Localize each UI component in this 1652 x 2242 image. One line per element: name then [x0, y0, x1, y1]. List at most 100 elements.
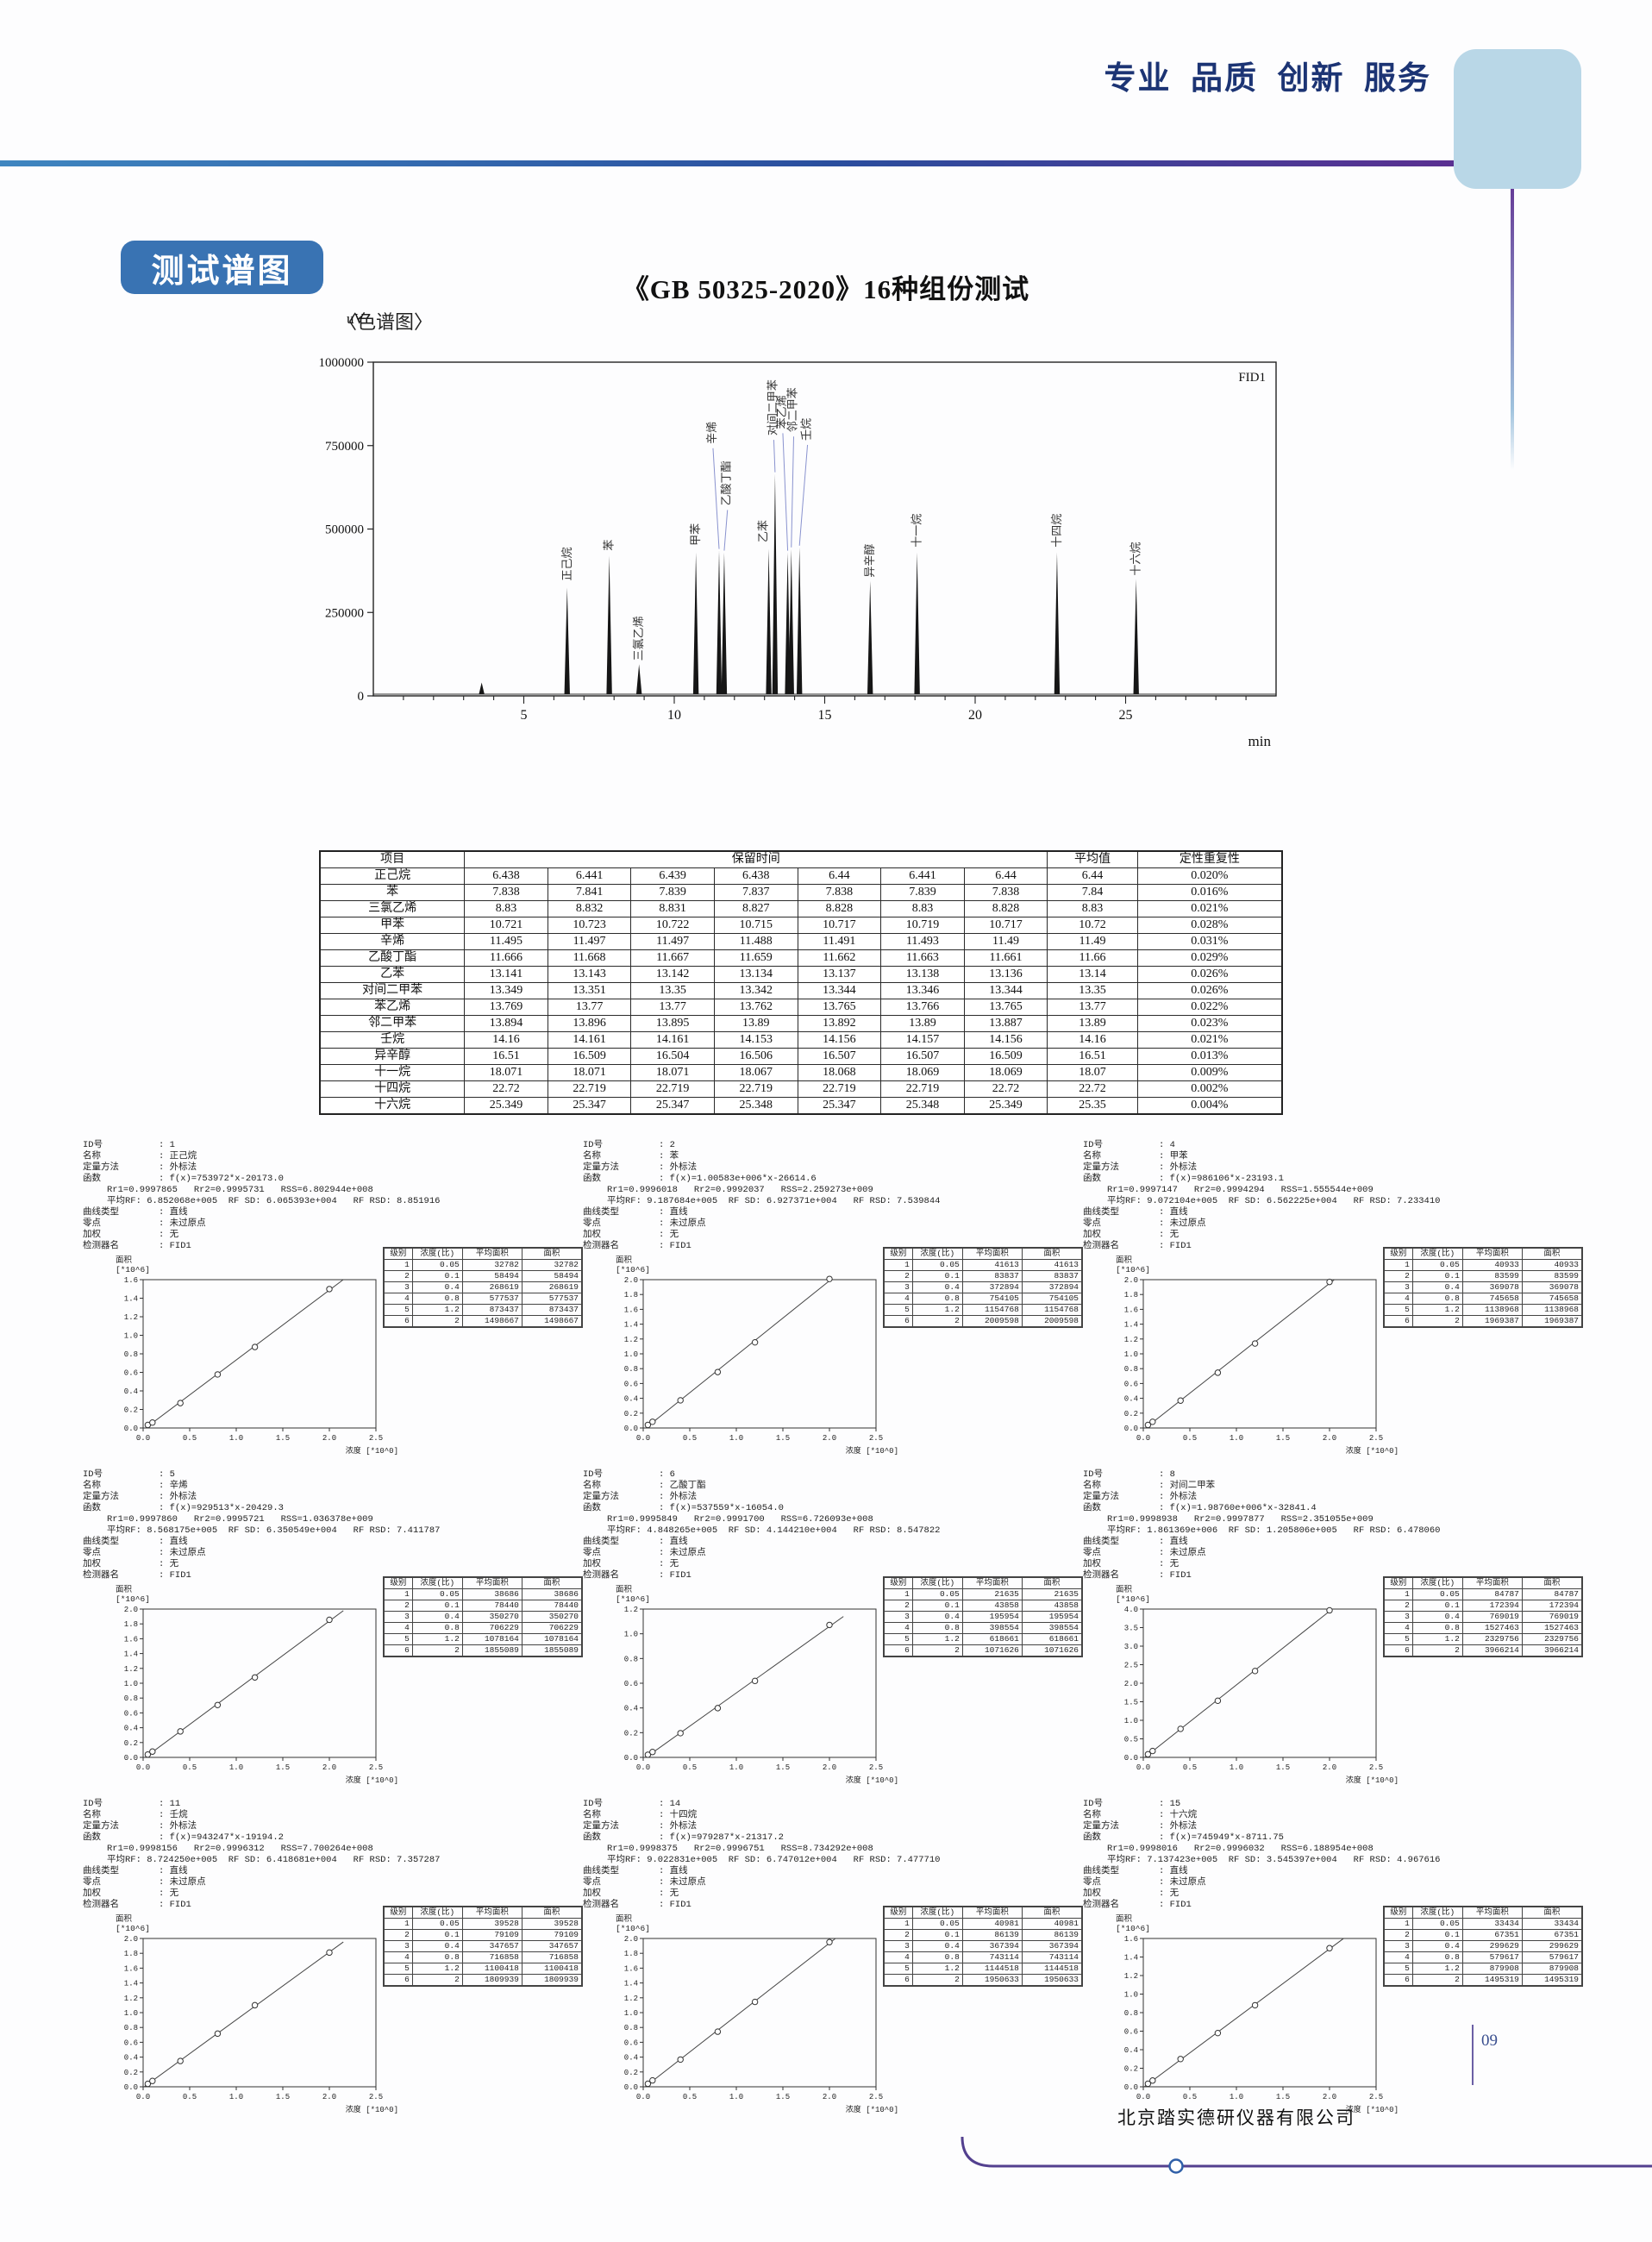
table-row: 十六烷 25.349 25.347 25.347 25.348 25.347 25.348 2… — [319, 1097, 1283, 1115]
data-point — [1214, 1369, 1222, 1376]
data-point — [177, 1400, 184, 1406]
cell: 0.002% — [1136, 1080, 1283, 1098]
cell: 22.719 — [797, 1080, 882, 1098]
svg-text:0.4: 0.4 — [1124, 1395, 1138, 1404]
calibration-plot: 面积 [*10^6] 0.0 0.5 1.0 1.5 2.0 2.5 3.0 3.5 4.0 0.0 0… — [1109, 1580, 1402, 1805]
cell: 13.351 — [547, 982, 632, 999]
panel-header-line: 检测器名: FID1 — [1083, 1570, 1192, 1581]
cell: 0.05 — [1411, 1588, 1463, 1600]
cell: 0.8 — [1411, 1293, 1463, 1305]
svg-text:0.6: 0.6 — [624, 1380, 638, 1388]
cell: 0.4 — [911, 1940, 963, 1952]
table-row: 1 0.05 33434 33434 — [1383, 1918, 1583, 1930]
svg-text:1.0: 1.0 — [124, 2009, 138, 2018]
data-point — [149, 2077, 156, 2084]
panel-header-line: 名称: 乙酸丁酯 — [583, 1481, 706, 1491]
cell: 保留时间 — [464, 850, 1048, 868]
svg-text:0.2: 0.2 — [124, 1406, 138, 1415]
peak — [1133, 579, 1139, 694]
table-row: 十一烷 18.071 18.071 18.071 18.067 18.068 18.069 1… — [319, 1064, 1283, 1081]
cell: 13.344 — [963, 982, 1048, 999]
cell: 14.156 — [963, 1031, 1048, 1049]
cell: 38686 — [521, 1588, 583, 1600]
fit-line — [145, 1279, 344, 1429]
cell: 0.05 — [411, 1588, 463, 1600]
cell: 1969387 — [1461, 1315, 1523, 1328]
cell: 13.342 — [713, 982, 798, 999]
cell: 398554 — [1021, 1622, 1083, 1634]
peak — [635, 664, 642, 694]
cell: 正己烷 — [319, 867, 466, 885]
svg-text:1.6: 1.6 — [124, 1276, 138, 1285]
cell: 347657 — [521, 1940, 583, 1952]
cell: 浓度(比) — [911, 1576, 963, 1589]
panel-header-line: 检测器名: FID1 — [83, 1241, 191, 1251]
svg-text:2.0: 2.0 — [124, 1935, 138, 1944]
table-row: 5 1.2 1144518 1144518 — [883, 1963, 1083, 1975]
data-point — [251, 1674, 259, 1681]
cell: 6.439 — [630, 867, 715, 885]
svg-text:2.0: 2.0 — [322, 1763, 336, 1772]
table-row: 邻二甲苯 13.894 13.896 13.895 13.89 13.892 13.89 13… — [319, 1015, 1283, 1032]
cell: 6 — [383, 1644, 413, 1657]
svg-text:0.2: 0.2 — [1124, 1410, 1138, 1418]
cell: 22.72 — [464, 1080, 548, 1098]
fit-line — [645, 1279, 831, 1429]
data-point — [1326, 1278, 1333, 1286]
cell: 21635 — [1021, 1588, 1083, 1600]
cell: 6 — [383, 1315, 413, 1328]
cell: 579617 — [1461, 1951, 1523, 1963]
svg-text:0.6: 0.6 — [124, 1709, 138, 1718]
cell: 异辛醇 — [319, 1048, 466, 1065]
table-row: 4 0.8 577537 577537 — [383, 1293, 583, 1305]
peak-leader-line — [782, 433, 789, 551]
cell: 367394 — [961, 1940, 1023, 1952]
section-badge: 测试谱图 — [121, 241, 323, 294]
panel-header: ID号: 5 名称: 辛烯 定量方法: 外标法 函数: f(x)=929513*x-2… — [83, 1469, 583, 1581]
cell: 13.349 — [464, 982, 548, 999]
cell: 11.663 — [880, 949, 965, 967]
cell: 6 — [383, 1974, 413, 1987]
cell: 6.441 — [880, 867, 965, 885]
panel-header-line: 零点: 未过原点 — [83, 1877, 206, 1888]
calibration-plot: 面积 [*10^6] 0.0 0.2 0.4 0.6 0.8 1.0 1.2 1.4 1.6 1.8 2… — [609, 1909, 902, 2134]
svg-text:0.2: 0.2 — [124, 1739, 138, 1748]
panel-header-line: 曲线类型: 直线 — [1083, 1866, 1188, 1876]
cell: 78440 — [521, 1600, 583, 1612]
table-row: 十四烷 22.72 22.719 22.719 22.719 22.719 22.719 22… — [319, 1080, 1283, 1098]
svg-text:浓度 [*10^0]: 浓度 [*10^0] — [846, 1775, 898, 1785]
panel-header-line: 零点: 未过原点 — [583, 1548, 706, 1558]
cell: 6 — [1383, 1315, 1413, 1328]
peak-label: 乙酸丁酯 — [720, 460, 733, 505]
svg-text:1.8: 1.8 — [124, 1950, 138, 1958]
cell: 11.495 — [464, 933, 548, 950]
data-point — [1251, 1340, 1259, 1347]
cell: 299629 — [1521, 1940, 1583, 1952]
cell: 22.719 — [630, 1080, 715, 1098]
calibration-plot: 面积 [*10^6] 0.0 0.2 0.4 0.6 0.8 1.0 1.2 1.4 1.6 1.8 2… — [109, 1909, 402, 2134]
panel-header-line: 平均RF: 4.848265e+005 RF SD: 4.144210e+004… — [607, 1525, 941, 1536]
table-row: 2 0.1 78440 78440 — [383, 1600, 583, 1612]
panel-header-line: 定量方法: 外标法 — [583, 1162, 698, 1173]
svg-text:0.8: 0.8 — [1124, 1365, 1138, 1374]
cell: 面积 — [521, 1906, 583, 1919]
cell: 6.438 — [713, 867, 798, 885]
svg-text:4.0: 4.0 — [1124, 1606, 1138, 1614]
cell: 6.44 — [963, 867, 1048, 885]
table-row: 6 2 1969387 1969387 — [1383, 1315, 1583, 1328]
cell: 13.138 — [880, 966, 965, 983]
level-table: 级别 浓度(比) 平均面积 面积 1 0.05 32782 32782 2 0.1 58494 584… — [383, 1247, 583, 1328]
cell: 0.4 — [411, 1281, 463, 1293]
cell: 0.022% — [1136, 999, 1283, 1016]
table-row: 6 2 3966214 3966214 — [1383, 1644, 1583, 1657]
svg-text:0.0: 0.0 — [1124, 1425, 1138, 1433]
peak-leader-line — [798, 444, 809, 546]
cell: 0.026% — [1136, 966, 1283, 983]
cell: 745658 — [1521, 1293, 1583, 1305]
svg-text:1.6: 1.6 — [124, 1635, 138, 1644]
x-tick-label: 10 — [667, 708, 681, 723]
svg-text:0.8: 0.8 — [124, 2024, 138, 2032]
peak — [785, 552, 791, 694]
peak-leader-line — [791, 436, 795, 548]
calibration-plot: 面积 [*10^6] 0.0 0.2 0.4 0.6 0.8 1.0 1.2 1.4 1.6 0.0 0… — [1109, 1909, 1402, 2134]
